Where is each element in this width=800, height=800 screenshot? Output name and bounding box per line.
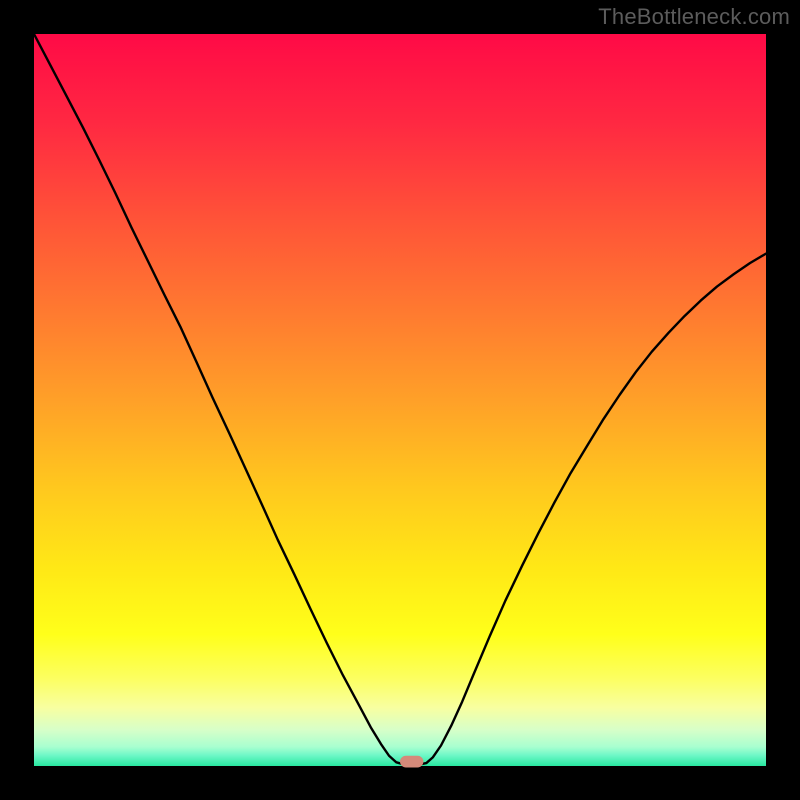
watermark-text: TheBottleneck.com: [598, 4, 790, 30]
chart-container: TheBottleneck.com: [0, 0, 800, 800]
optimal-point-marker: [400, 756, 423, 768]
plot-gradient-background: [34, 34, 766, 766]
bottleneck-chart: [0, 0, 800, 800]
